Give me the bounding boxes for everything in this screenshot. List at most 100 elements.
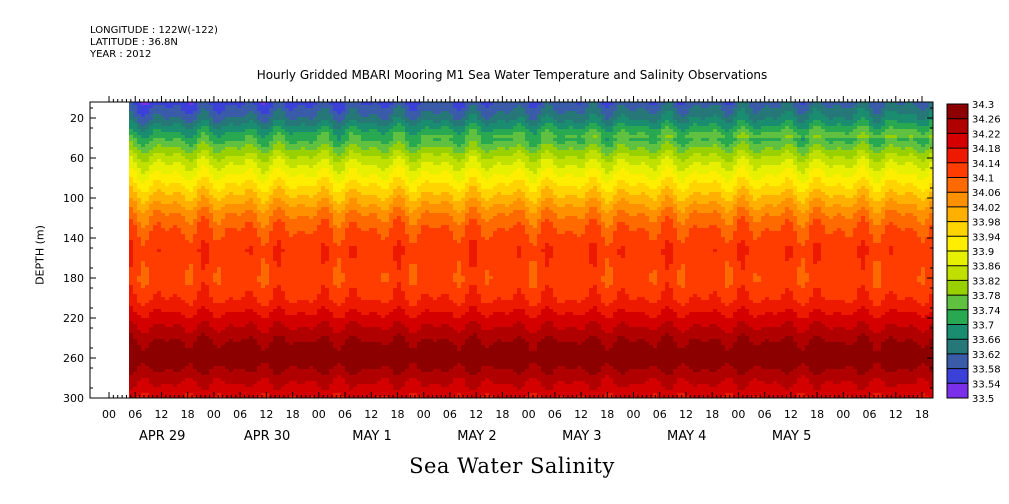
field-cell (269, 180, 274, 184)
field-cell (249, 309, 254, 313)
field-cell (237, 273, 242, 277)
field-cell (189, 144, 194, 148)
field-cell (149, 258, 154, 262)
field-cell (237, 195, 242, 199)
field-cell (205, 240, 210, 244)
field-cell (233, 174, 238, 178)
field-cell (181, 363, 186, 367)
field-cell (193, 330, 198, 334)
field-cell (217, 282, 222, 286)
field-cell (161, 270, 166, 274)
field-cell (297, 114, 302, 118)
field-cell (277, 159, 282, 163)
field-cell (205, 126, 210, 130)
field-cell (133, 378, 138, 382)
field-cell (281, 195, 286, 199)
field-cell (229, 339, 234, 343)
field-cell (285, 309, 290, 313)
field-cell (185, 201, 190, 205)
field-cell (225, 366, 230, 370)
field-cell (149, 276, 154, 280)
field-cell (137, 291, 142, 295)
field-cell (177, 249, 182, 253)
field-cell (141, 126, 146, 130)
field-cell (277, 369, 282, 373)
field-cell (253, 192, 258, 196)
field-cell (137, 369, 142, 373)
field-cell (237, 177, 242, 181)
field-cell (173, 246, 178, 250)
field-cell (173, 222, 178, 226)
field-cell (277, 237, 282, 241)
field-cell (233, 168, 238, 172)
field-cell (197, 255, 202, 259)
field-cell (133, 186, 138, 190)
field-cell (321, 342, 326, 346)
field-cell (133, 375, 138, 379)
field-cell (313, 156, 318, 160)
field-cell (169, 138, 174, 142)
field-cell (197, 378, 202, 382)
field-cell (233, 126, 238, 130)
field-cell (329, 219, 334, 223)
field-cell (229, 357, 234, 361)
field-cell (249, 204, 254, 208)
field-cell (293, 150, 298, 154)
field-cell (285, 168, 290, 172)
field-cell (233, 171, 238, 175)
field-cell (225, 141, 230, 145)
field-cell (193, 363, 198, 367)
field-cell (321, 150, 326, 154)
field-cell (205, 180, 210, 184)
field-cell (269, 249, 274, 253)
field-cell (137, 375, 142, 379)
field-cell (313, 204, 318, 208)
field-cell (193, 381, 198, 385)
field-cell (261, 357, 266, 361)
field-cell (141, 180, 146, 184)
field-cell (201, 291, 206, 295)
field-cell (293, 243, 298, 247)
field-cell (285, 171, 290, 175)
field-cell (161, 339, 166, 343)
field-cell (269, 360, 274, 364)
field-cell (241, 255, 246, 259)
field-cell (181, 294, 186, 298)
field-cell (277, 213, 282, 217)
field-cell (153, 132, 158, 136)
field-cell (185, 234, 190, 238)
field-cell (185, 357, 190, 361)
field-cell (229, 171, 234, 175)
field-cell (213, 312, 218, 316)
field-cell (145, 267, 150, 271)
field-cell (129, 246, 134, 250)
field-cell (281, 384, 286, 388)
field-cell (261, 378, 266, 382)
field-cell (325, 351, 330, 355)
field-cell (269, 165, 274, 169)
field-cell (181, 165, 186, 169)
field-cell (157, 150, 162, 154)
field-cell (181, 270, 186, 274)
field-cell (233, 291, 238, 295)
field-cell (133, 129, 138, 133)
field-cell (145, 174, 150, 178)
field-cell (193, 309, 198, 313)
field-cell (185, 384, 190, 388)
field-cell (221, 219, 226, 223)
field-cell (141, 177, 146, 181)
field-cell (281, 174, 286, 178)
field-cell (149, 108, 154, 112)
field-cell (181, 144, 186, 148)
field-cell (217, 243, 222, 247)
field-cell (141, 237, 146, 241)
field-cell (185, 108, 190, 112)
field-cell (313, 147, 318, 151)
field-cell (261, 273, 266, 277)
field-cell (205, 270, 210, 274)
field-cell (325, 309, 330, 313)
field-cell (141, 255, 146, 259)
field-cell (137, 180, 142, 184)
field-cell (217, 384, 222, 388)
field-cell (317, 339, 322, 343)
